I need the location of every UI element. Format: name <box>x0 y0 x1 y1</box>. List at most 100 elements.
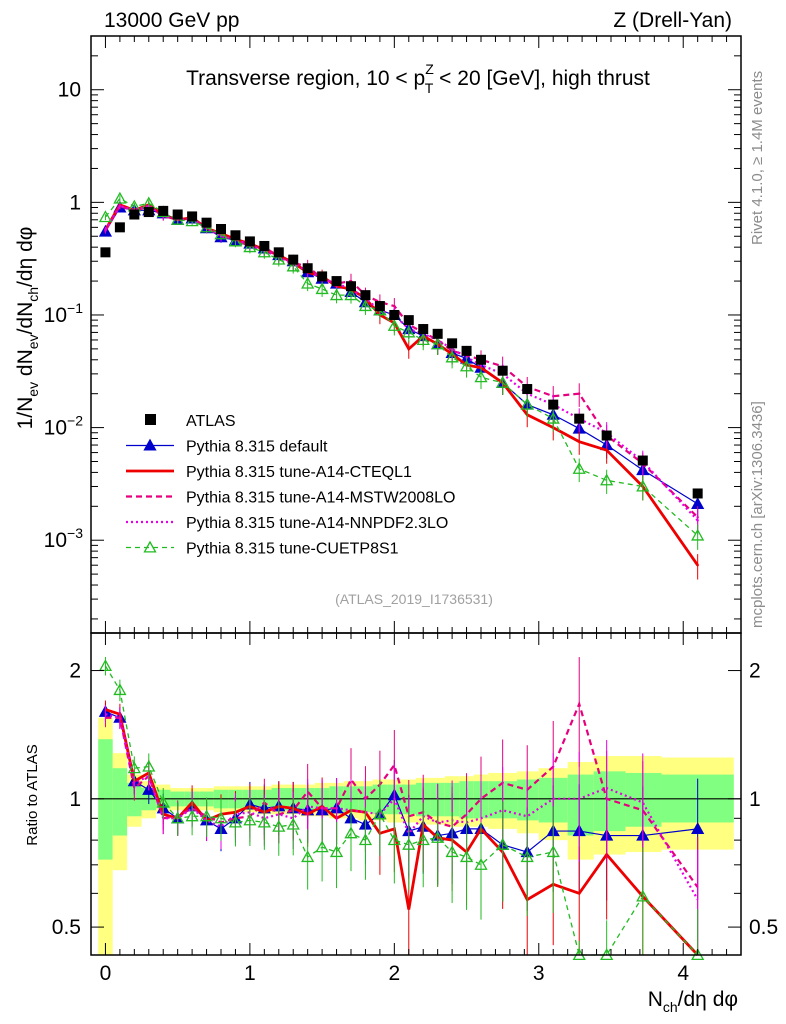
data-point-marker <box>431 337 445 350</box>
ratio-point-marker <box>228 815 243 828</box>
legend-swatch-marker <box>143 540 157 553</box>
data-point-marker <box>387 319 401 331</box>
ratio-point-marker <box>474 857 488 870</box>
main-panel-curves <box>98 191 705 580</box>
ratio-point-marker <box>520 850 534 863</box>
data-point-marker <box>216 223 226 234</box>
ratio-point-marker <box>98 659 113 672</box>
legend-label: Pythia 8.315 default <box>186 439 328 456</box>
legend-item: Pythia 8.315 tune-A14-CTEQL1 <box>126 464 412 481</box>
ratio-y-tick-label-left: 1 <box>69 788 81 811</box>
data-point-marker <box>315 282 329 295</box>
data-point-marker <box>286 259 300 272</box>
ratio-point-marker <box>171 811 185 824</box>
y-tick-label: 10 <box>58 79 81 102</box>
ratio-point-marker <box>199 809 214 822</box>
data-point-marker <box>113 191 127 204</box>
ratio-point-marker <box>691 822 705 834</box>
data-point <box>578 392 581 395</box>
legend-label: Pythia 8.315 tune-CUETP8S1 <box>186 541 399 558</box>
data-point-marker <box>572 462 586 474</box>
data-point-marker <box>114 222 125 233</box>
xlabel-a-sub: ch <box>663 999 678 1015</box>
data-point-marker <box>158 205 169 216</box>
data-point-marker <box>520 397 534 410</box>
title-pre: Transverse region, 10 < p <box>186 67 425 90</box>
xlabel-b: /dη dφ <box>678 988 738 1011</box>
data-point-marker <box>476 354 486 365</box>
data-point-marker <box>331 276 342 287</box>
data-point-marker <box>432 328 443 339</box>
ylabel-b: dN <box>14 349 37 382</box>
y-tick-label: 10−1 <box>44 300 84 327</box>
data-point-marker <box>272 252 286 265</box>
ratio-point-marker <box>214 811 228 824</box>
data-point-marker <box>98 210 113 223</box>
tick-base: 10 <box>44 529 67 552</box>
legend-item: Pythia 8.315 tune-CUETP8S1 <box>126 541 399 558</box>
ratio-line <box>104 665 699 956</box>
data-point-marker <box>346 281 356 292</box>
ratio-point-marker <box>113 683 127 696</box>
ratio-frame <box>90 632 742 956</box>
data-point-marker <box>374 301 385 312</box>
title-sub: T <box>425 80 434 96</box>
ratio-point-marker <box>286 817 300 830</box>
x-tick-label: 0 <box>100 962 112 985</box>
legend-item: Pythia 8.315 tune-A14-NNPDF2.3LO <box>126 515 448 532</box>
ratio-panel-curves <box>98 656 705 961</box>
rivet-version-label: Rivet 4.1.0, ≥ 1.4M events <box>749 71 766 245</box>
data-point-marker <box>201 217 212 228</box>
x-tick-label: 3 <box>533 962 545 985</box>
data-point-marker <box>402 325 416 338</box>
data-point-marker <box>403 315 414 326</box>
legend-label: Pythia 8.315 tune-A14-MSTW2008LO <box>186 490 455 507</box>
x-axis-label: Nch/dη dφ <box>648 988 738 1015</box>
ratio-point-marker <box>358 833 373 846</box>
ratio-point-marker <box>272 819 286 832</box>
band-inner-bin <box>625 772 662 827</box>
data-point-marker <box>329 288 344 301</box>
legend-swatch-marker <box>143 438 157 451</box>
ylabel-b-sub: ev <box>25 334 41 349</box>
ratio-y-tick-label-right: 1 <box>749 788 761 811</box>
data-point-marker <box>445 350 459 363</box>
ratio-point-marker <box>142 759 156 772</box>
data-point-marker <box>100 247 111 258</box>
legend-item: Pythia 8.315 tune-A14-MSTW2008LO <box>126 490 455 507</box>
header-left: 13000 GeV pp <box>104 9 239 32</box>
band-inner-bin <box>517 779 539 821</box>
data-point-marker <box>344 288 358 301</box>
tick-exponent: −1 <box>67 300 83 316</box>
data-point-marker <box>474 370 488 383</box>
ratio-point-marker <box>156 795 170 808</box>
tick-base: 10 <box>44 417 67 440</box>
data-point-marker <box>301 276 315 289</box>
data-point-marker <box>187 211 198 222</box>
ratio-y-tick-label-right: 0.5 <box>749 916 778 939</box>
ratio-point-marker <box>301 850 315 863</box>
ratio-point-marker <box>373 807 387 820</box>
data-point-marker <box>601 430 612 441</box>
data-point <box>605 448 608 452</box>
ratio-point-marker <box>243 813 257 826</box>
data-point-marker <box>522 384 533 395</box>
data-point-marker <box>129 209 140 220</box>
legend-label: ATLAS <box>186 413 236 430</box>
ratio-y-tick-label-left: 2 <box>69 660 81 683</box>
data-point-marker <box>273 247 284 258</box>
data-point-marker <box>636 479 650 492</box>
header-right: Z (Drell-Yan) <box>613 9 732 32</box>
ratio-y-tick-label-left: 0.5 <box>52 916 81 939</box>
data-point-marker <box>243 240 257 253</box>
data-point-marker <box>600 473 614 486</box>
data-point-marker <box>459 359 474 372</box>
data-point-marker <box>230 230 241 241</box>
x-tick-label: 4 <box>677 962 689 985</box>
y-tick-label: 10−2 <box>44 413 84 440</box>
x-tick-label: 2 <box>388 962 400 985</box>
data-point-marker <box>317 271 328 282</box>
data-point <box>407 347 410 351</box>
ratio-point-marker <box>329 845 344 858</box>
data-point-marker <box>244 236 255 247</box>
